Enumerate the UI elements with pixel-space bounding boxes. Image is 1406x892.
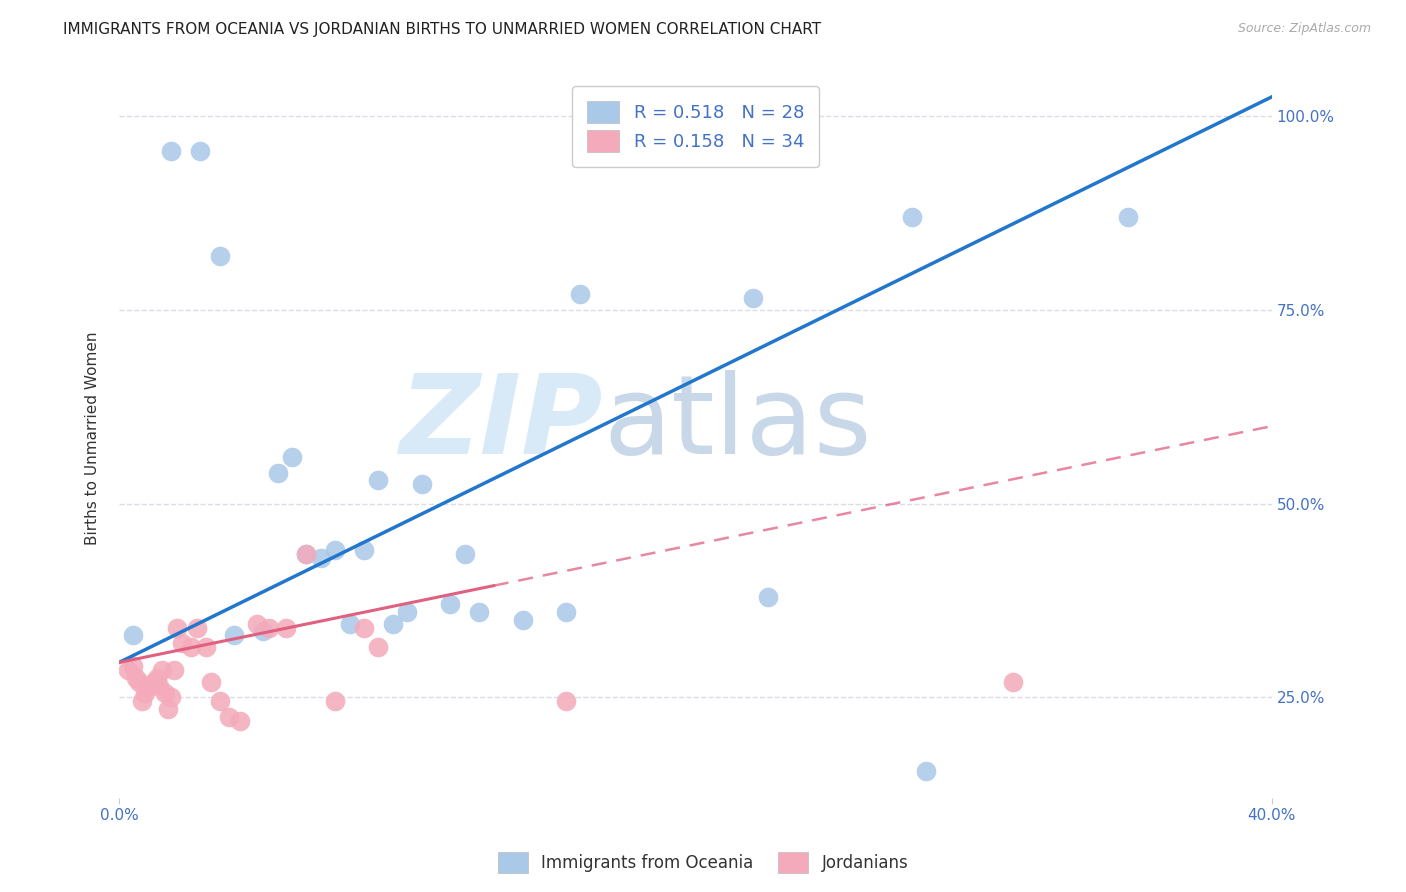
Point: [139, 679, 162, 693]
Point: [468, 605, 491, 619]
Point: [166, 621, 188, 635]
Point: [569, 287, 592, 301]
Point: [554, 605, 576, 619]
Point: [742, 291, 765, 305]
Point: [229, 714, 252, 728]
Point: [160, 690, 183, 705]
Point: [512, 613, 534, 627]
Point: [148, 679, 170, 693]
Point: [163, 663, 186, 677]
Point: [1116, 210, 1139, 224]
Point: [756, 590, 779, 604]
Point: [186, 621, 208, 635]
Point: [122, 628, 145, 642]
Point: [353, 621, 375, 635]
Point: [188, 144, 211, 158]
Point: [153, 686, 176, 700]
Point: [128, 674, 150, 689]
Point: [180, 640, 202, 654]
Y-axis label: Births to Unmarried Women: Births to Unmarried Women: [86, 331, 100, 544]
Point: [554, 694, 576, 708]
Point: [915, 764, 938, 778]
Point: [900, 210, 922, 224]
Point: [160, 144, 183, 158]
Text: ZIP: ZIP: [399, 370, 603, 477]
Point: [208, 249, 231, 263]
Point: [411, 477, 433, 491]
Point: [252, 624, 274, 639]
Legend: R = 0.518   N = 28, R = 0.158   N = 34: R = 0.518 N = 28, R = 0.158 N = 34: [572, 87, 818, 167]
Point: [381, 616, 404, 631]
Point: [136, 679, 159, 693]
Point: [439, 598, 461, 612]
Point: [266, 466, 288, 480]
Point: [157, 702, 180, 716]
Point: [295, 547, 318, 561]
Point: [295, 547, 318, 561]
Point: [131, 694, 153, 708]
Point: [367, 474, 389, 488]
Point: [142, 674, 165, 689]
Point: [339, 616, 361, 631]
Text: atlas: atlas: [603, 370, 872, 477]
Point: [172, 636, 194, 650]
Point: [281, 450, 304, 464]
Point: [246, 616, 269, 631]
Point: [396, 605, 419, 619]
Point: [257, 621, 280, 635]
Point: [218, 709, 240, 723]
Point: [454, 547, 477, 561]
Point: [200, 674, 222, 689]
Point: [323, 694, 346, 708]
Point: [134, 686, 156, 700]
Point: [145, 671, 167, 685]
Point: [224, 628, 246, 642]
Point: [1001, 674, 1024, 689]
Point: [323, 543, 346, 558]
Point: [367, 640, 389, 654]
Point: [353, 543, 375, 558]
Point: [276, 621, 298, 635]
Point: [125, 671, 148, 685]
Point: [309, 550, 332, 565]
Point: [150, 663, 173, 677]
Point: [117, 663, 139, 677]
Text: Source: ZipAtlas.com: Source: ZipAtlas.com: [1237, 22, 1371, 36]
Text: IMMIGRANTS FROM OCEANIA VS JORDANIAN BIRTHS TO UNMARRIED WOMEN CORRELATION CHART: IMMIGRANTS FROM OCEANIA VS JORDANIAN BIR…: [63, 22, 821, 37]
Point: [208, 694, 231, 708]
Point: [194, 640, 217, 654]
Point: [122, 659, 145, 673]
Legend: Immigrants from Oceania, Jordanians: Immigrants from Oceania, Jordanians: [491, 846, 915, 880]
